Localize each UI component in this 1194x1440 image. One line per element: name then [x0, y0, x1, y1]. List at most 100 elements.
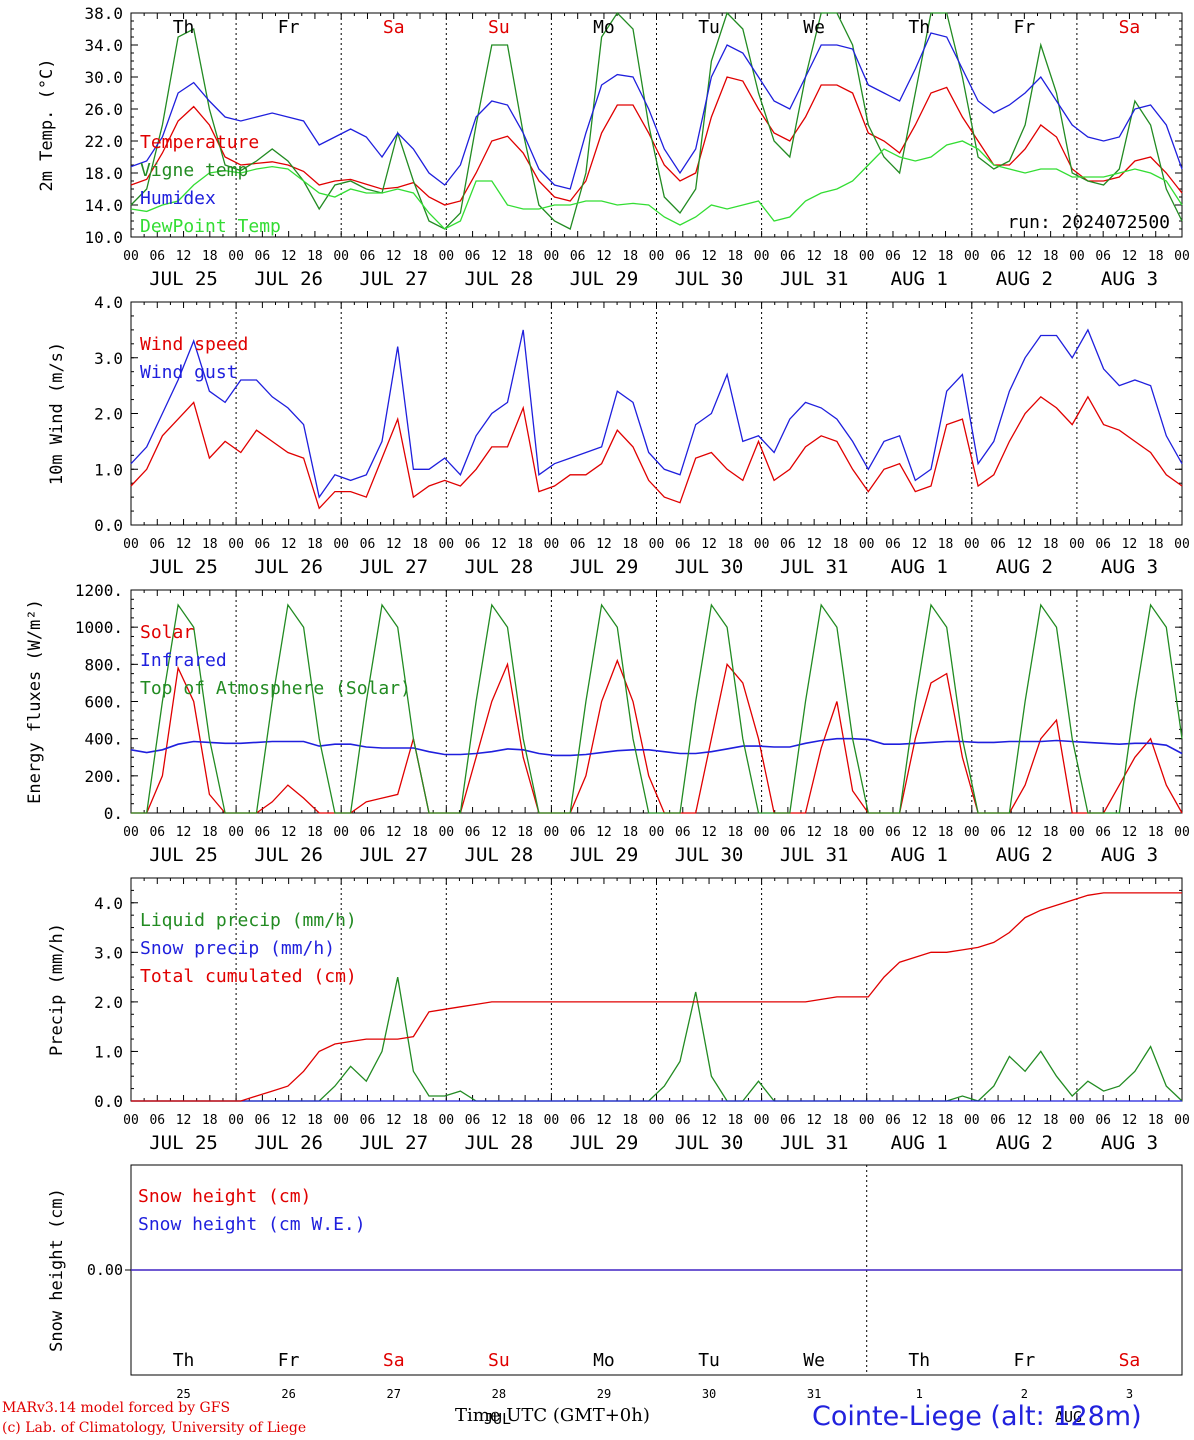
date-label: JUL 29 [570, 1132, 639, 1154]
hour-label: 00 [228, 249, 244, 264]
date-label: JUL 28 [465, 268, 534, 290]
hour-label: 06 [255, 249, 271, 264]
day-number: 31 [807, 1387, 821, 1401]
weekday-label: Tu [698, 1350, 720, 1371]
hour-label: 00 [964, 825, 980, 840]
hour-label: 18 [307, 1113, 323, 1128]
hour-label: 06 [255, 825, 271, 840]
hour-label: 12 [911, 249, 927, 264]
hour-label: 12 [596, 249, 612, 264]
hour-label: 06 [570, 249, 586, 264]
series-line-1 [130, 11, 1183, 230]
y-tick-label: 1.0 [94, 1042, 123, 1061]
aug-overlap: AUG [1055, 1408, 1082, 1426]
series-line-1 [130, 328, 1183, 499]
y-axis-title: Precip (mm/h) [47, 923, 67, 1056]
weekday-label: Th [173, 17, 195, 38]
hour-label: 00 [649, 1113, 665, 1128]
hour-label: 12 [806, 249, 822, 264]
hour-label: 06 [675, 537, 691, 552]
series-line-0 [130, 76, 1183, 206]
hour-label: 06 [360, 1113, 376, 1128]
hour-label: 06 [990, 537, 1006, 552]
hour-label: 18 [833, 249, 849, 264]
hour-label: 06 [990, 249, 1006, 264]
y-tick-label: 3.0 [94, 349, 123, 368]
date-label: JUL 30 [675, 1132, 744, 1154]
date-label: JUL 30 [675, 268, 744, 290]
hour-label: 18 [517, 537, 533, 552]
hour-label: 12 [1122, 537, 1138, 552]
hour-label: 12 [911, 1113, 927, 1128]
model-credit: MARv3.14 model forced by GFS [2, 1400, 231, 1416]
y-tick-label: 14.0 [84, 196, 123, 215]
hour-label: 00 [964, 537, 980, 552]
hour-label: 00 [228, 1113, 244, 1128]
hour-label: 00 [1069, 249, 1085, 264]
hour-label: 12 [491, 825, 507, 840]
date-label: JUL 25 [149, 1132, 218, 1154]
hour-label: 06 [675, 1113, 691, 1128]
date-label: JUL 27 [359, 268, 428, 290]
run-label: run: 2024072500 [1007, 212, 1170, 233]
hour-label: 18 [517, 825, 533, 840]
hour-label: 00 [438, 249, 454, 264]
hour-label: 00 [859, 825, 875, 840]
hour-label: 00 [438, 1113, 454, 1128]
date-label: JUL 25 [149, 268, 218, 290]
y-tick-label: 26.0 [84, 100, 123, 119]
legend-entry: Snow precip (mm/h) [140, 938, 335, 959]
hour-label: 00 [1174, 537, 1190, 552]
hour-label: 18 [202, 249, 218, 264]
hour-label: 18 [517, 1113, 533, 1128]
date-label: JUL 31 [780, 1132, 849, 1154]
hour-label: 06 [780, 825, 796, 840]
date-label: AUG 1 [891, 844, 948, 866]
date-label: JUL 31 [780, 556, 849, 578]
legend-entry: Snow height (cm W.E.) [138, 1214, 366, 1235]
weekday-label: Th [908, 1350, 930, 1371]
hour-label: 00 [1174, 1113, 1190, 1128]
hour-label: 06 [885, 1113, 901, 1128]
hour-label: 12 [386, 249, 402, 264]
hour-label: 00 [964, 249, 980, 264]
day-number: 28 [492, 1387, 506, 1401]
legend-entry: Humidex [140, 188, 216, 209]
day-number: 29 [597, 1387, 611, 1401]
hour-label: 18 [938, 825, 954, 840]
date-label: JUL 25 [149, 844, 218, 866]
weekday-label: Th [173, 1350, 195, 1371]
date-label: AUG 3 [1101, 556, 1158, 578]
date-label: JUL 31 [780, 844, 849, 866]
hour-label: 00 [123, 825, 139, 840]
hour-label: 06 [990, 825, 1006, 840]
y-tick-label: 2.0 [94, 993, 123, 1012]
hour-label: 12 [491, 249, 507, 264]
hour-label: 12 [1017, 825, 1033, 840]
legend-entry: Infrared [140, 650, 227, 671]
legend-entry: Vigne temp [140, 160, 248, 181]
hour-label: 12 [281, 537, 297, 552]
hour-label: 06 [1095, 249, 1111, 264]
hour-label: 18 [727, 537, 743, 552]
hour-label: 00 [859, 249, 875, 264]
hour-label: 06 [465, 537, 481, 552]
hour-label: 12 [281, 1113, 297, 1128]
hour-label: 00 [544, 249, 560, 264]
date-label: AUG 1 [891, 268, 948, 290]
date-label: AUG 1 [891, 1132, 948, 1154]
weekday-label: Sa [1119, 1350, 1141, 1371]
hour-label: 00 [123, 1113, 139, 1128]
hour-label: 12 [176, 537, 192, 552]
weekday-label: Fr [1014, 17, 1036, 38]
date-label: AUG 3 [1101, 1132, 1158, 1154]
hour-label: 00 [754, 825, 770, 840]
date-label: AUG 2 [996, 556, 1053, 578]
legend-entry: Wind gust [140, 362, 238, 383]
hour-label: 18 [727, 249, 743, 264]
hour-label: 12 [701, 1113, 717, 1128]
hour-label: 18 [1148, 249, 1164, 264]
y-tick-label: 2.0 [94, 405, 123, 424]
hour-label: 06 [149, 249, 165, 264]
